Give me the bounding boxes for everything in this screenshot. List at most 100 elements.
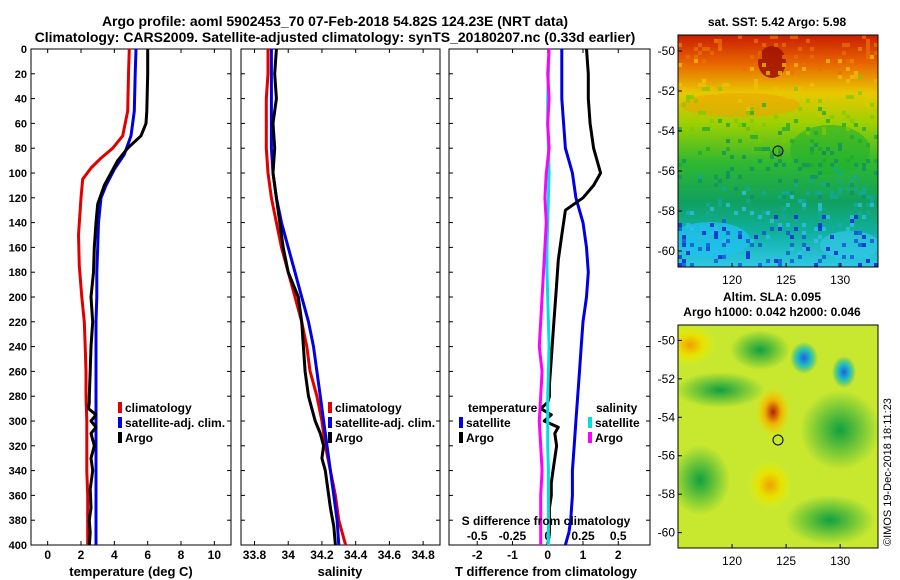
sst-pixel <box>770 219 774 223</box>
sst-pixel <box>854 75 858 79</box>
sst-pixel <box>846 59 850 63</box>
temperature-profiles <box>77 48 150 546</box>
sst-pixel <box>834 159 838 163</box>
sst-pixel <box>766 235 770 239</box>
sst-pixel <box>790 35 794 39</box>
lon-tick-label: 120 <box>722 554 742 568</box>
sst-pixel <box>838 147 842 151</box>
temperature-legend: climatology satellite-adj. clim. Argo <box>118 401 225 445</box>
sst-pixel <box>858 203 862 207</box>
sst-pixel <box>822 255 826 259</box>
sst-pixel <box>794 119 798 123</box>
sst-pixel <box>790 247 794 251</box>
sst-pixel <box>750 211 754 215</box>
sst-pixel <box>706 203 710 207</box>
sst-pixel <box>846 187 850 191</box>
sst-pixel <box>698 43 702 47</box>
legend-swatch-t-satellite <box>459 417 463 428</box>
sst-pixel <box>754 83 758 87</box>
sst-pixel <box>682 235 686 239</box>
sst-pixel <box>694 59 698 63</box>
s-diff-tick-label: -0.25 <box>499 529 527 543</box>
sst-pixel <box>750 167 754 171</box>
sst-pixel <box>798 107 802 111</box>
sst-pixel <box>858 47 862 51</box>
sst-pixel <box>838 91 842 95</box>
sst-pixel <box>830 191 834 195</box>
legend-label-t-satellite: satellite <box>466 416 511 430</box>
sst-pixel <box>866 43 870 47</box>
sst-pixel <box>854 231 858 235</box>
sst-pixel <box>818 235 822 239</box>
legend-title-temperature: temperature <box>468 401 538 415</box>
sst-pixel <box>850 95 854 99</box>
sst-pixel <box>786 123 790 127</box>
sst-pixel <box>758 55 762 59</box>
series-line-satellite-adj-clim- <box>269 49 341 546</box>
salinity-legend: climatology satellite-adj. clim. Argo <box>328 401 435 445</box>
sst-pixel <box>822 111 826 115</box>
sst-argo-position-marker <box>772 145 784 157</box>
sst-pixel <box>786 127 790 131</box>
sst-pixel <box>758 215 762 219</box>
sst-warm-tongue <box>758 46 786 78</box>
sst-pixel <box>846 79 850 83</box>
sst-pixel <box>810 147 814 151</box>
sst-pixel <box>850 191 854 195</box>
series-line-argo <box>271 48 337 546</box>
sst-pixel <box>718 43 722 47</box>
sst-pixel <box>718 199 722 203</box>
sst-pixel <box>726 83 730 87</box>
sst-pixel <box>838 191 842 195</box>
sst-pixel <box>714 259 718 263</box>
sst-pixel <box>846 159 850 163</box>
sst-pixel <box>710 207 714 211</box>
sst-pixel <box>814 143 818 147</box>
sst-pixel <box>770 35 774 39</box>
sst-pixel <box>774 163 778 167</box>
depth-tick-label: 220 <box>9 317 27 329</box>
sst-pixel <box>774 115 778 119</box>
sst-pixel <box>818 215 822 219</box>
sst-pixel <box>678 163 682 167</box>
legend-swatch-satellite <box>328 417 332 428</box>
sst-pixel <box>722 151 726 155</box>
legend-swatch-climatology <box>118 402 122 413</box>
x-tick-label: 2 <box>615 548 622 562</box>
sst-pixel <box>718 203 722 207</box>
depth-tick-label: 80 <box>15 143 27 155</box>
sst-pixel <box>758 159 762 163</box>
x-tick-label: 34.4 <box>344 548 368 562</box>
sst-pixel <box>690 263 694 267</box>
sst-pixel <box>678 91 682 95</box>
sst-pixel <box>738 175 742 179</box>
sst-pixel <box>754 131 758 135</box>
sst-pixel <box>854 71 858 75</box>
sst-pixel <box>862 215 866 219</box>
sst-pixel <box>750 55 754 59</box>
legend-swatch-s-argo <box>588 432 592 443</box>
sst-pixel <box>678 43 682 47</box>
legend-label-t-argo: Argo <box>466 431 494 445</box>
sst-pixel <box>758 243 762 247</box>
depth-tick-label: 400 <box>9 540 27 552</box>
sst-pixel <box>714 231 718 235</box>
sst-pixel <box>750 195 754 199</box>
lat-tick-label: -54 <box>658 410 676 424</box>
sst-pixel <box>794 159 798 163</box>
sst-pixel <box>874 263 878 267</box>
sst-pixel <box>738 139 742 143</box>
sla-map <box>678 325 878 548</box>
sst-pixel <box>738 123 742 127</box>
sst-pixel <box>826 147 830 151</box>
sst-pixel <box>742 207 746 211</box>
sst-pixel <box>698 111 702 115</box>
sst-pixel <box>814 227 818 231</box>
sst-pixel <box>738 235 742 239</box>
sst-pixel <box>802 235 806 239</box>
sst-pixel <box>722 239 726 243</box>
sst-pixel <box>770 151 774 155</box>
sst-pixel <box>866 255 870 259</box>
sst-pixel <box>870 239 874 243</box>
sst-pixel <box>826 59 830 63</box>
